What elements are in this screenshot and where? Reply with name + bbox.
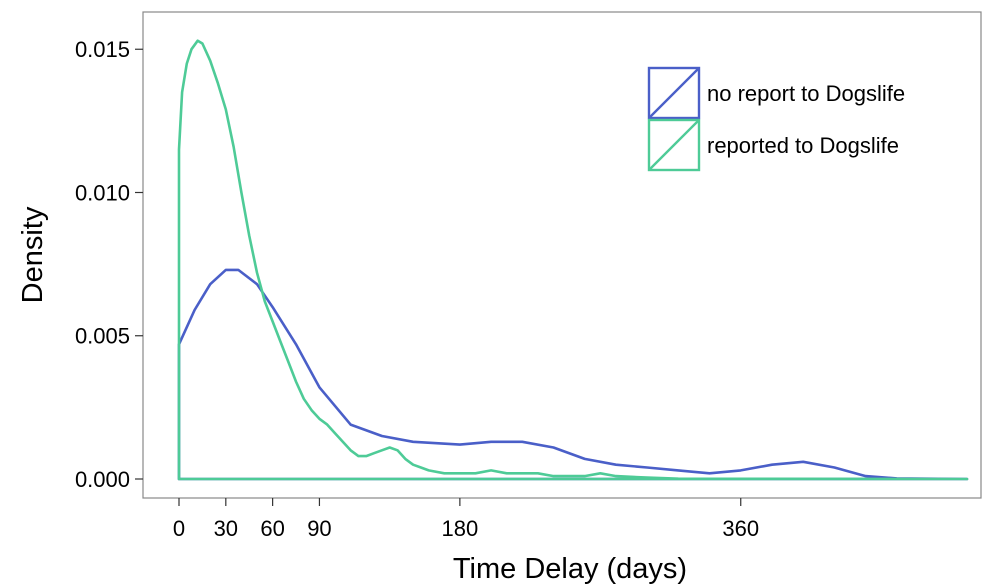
x-axis: 0 30 60 90 180 360 [173, 498, 759, 541]
legend: no report to Dogslife reported to Dogsli… [647, 66, 905, 172]
legend-label-reported: reported to Dogslife [707, 133, 899, 158]
y-tick-label: 0.000 [75, 467, 130, 492]
legend-item-no-report: no report to Dogslife [647, 66, 905, 120]
x-tick-label: 0 [173, 516, 185, 541]
x-tick-label: 60 [260, 516, 284, 541]
x-tick-label: 90 [307, 516, 331, 541]
x-axis-title: Time Delay (days) [453, 553, 687, 585]
x-tick-label: 180 [442, 516, 479, 541]
y-tick-label: 0.005 [75, 324, 130, 349]
legend-item-reported: reported to Dogslife [647, 118, 899, 172]
density-line-no-report [177, 268, 969, 481]
x-tick-label: 360 [722, 516, 759, 541]
series-layer [177, 39, 969, 481]
legend-key-no-report-diagonal [648, 67, 700, 119]
legend-label-no-report: no report to Dogslife [707, 81, 905, 106]
x-tick-label: 30 [214, 516, 238, 541]
density-line-reported [177, 39, 969, 481]
y-tick-label: 0.010 [75, 180, 130, 205]
legend-key-reported-diagonal [648, 119, 700, 171]
y-tick-label: 0.015 [75, 37, 130, 62]
plot-panel [142, 11, 982, 499]
y-axis-title: Density [17, 206, 49, 303]
y-axis: 0.000 0.005 0.010 0.015 [75, 37, 143, 492]
